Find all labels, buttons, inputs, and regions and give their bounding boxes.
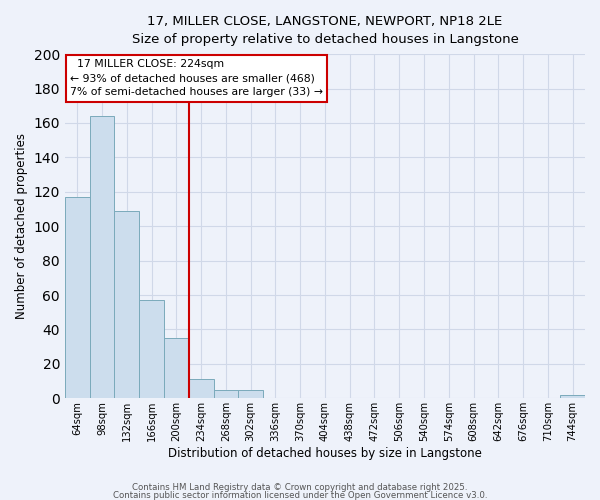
Text: Contains HM Land Registry data © Crown copyright and database right 2025.: Contains HM Land Registry data © Crown c… (132, 484, 468, 492)
Bar (214, 390, 238, 398)
Bar (189, 380, 214, 398)
Bar (238, 390, 263, 398)
Bar (164, 338, 189, 398)
Bar (89, 116, 115, 399)
Title: 17, MILLER CLOSE, LANGSTONE, NEWPORT, NP18 2LE
Size of property relative to deta: 17, MILLER CLOSE, LANGSTONE, NEWPORT, NP… (131, 15, 518, 46)
Bar (560, 395, 585, 398)
Bar (139, 300, 164, 398)
Bar (65, 197, 89, 398)
Y-axis label: Number of detached properties: Number of detached properties (15, 133, 28, 319)
X-axis label: Distribution of detached houses by size in Langstone: Distribution of detached houses by size … (168, 447, 482, 460)
Text: 17 MILLER CLOSE: 224sqm
← 93% of detached houses are smaller (468)
7% of semi-de: 17 MILLER CLOSE: 224sqm ← 93% of detache… (70, 60, 323, 98)
Text: Contains public sector information licensed under the Open Government Licence v3: Contains public sector information licen… (113, 490, 487, 500)
Bar (115, 210, 139, 398)
